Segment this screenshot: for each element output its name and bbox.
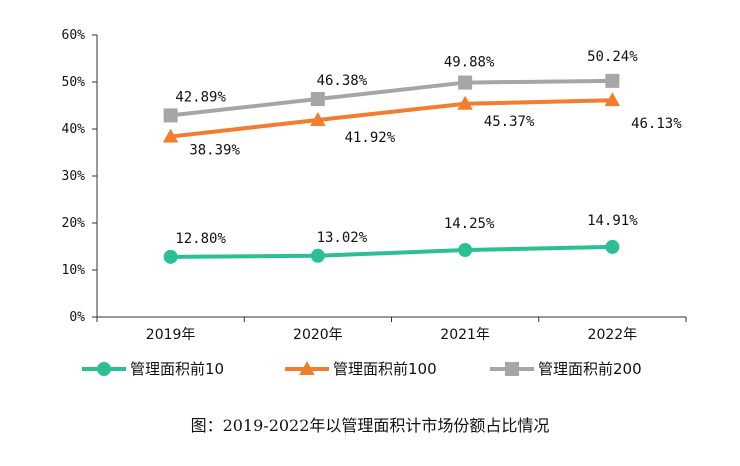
data-label: 12.80%: [175, 231, 226, 247]
y-tick-label: 30%: [62, 169, 86, 184]
legend-label: 管理面积前100: [333, 360, 437, 378]
data-point-series-3: [163, 108, 178, 123]
legend-label: 管理面积前200: [538, 360, 642, 378]
y-tick-label: 20%: [62, 216, 86, 231]
x-tick-label: 2022年: [588, 327, 638, 343]
chart-series: [162, 73, 621, 264]
x-tick-label: 2021年: [440, 327, 490, 343]
y-tick-label: 10%: [62, 263, 86, 278]
data-point-series-2: [310, 111, 326, 126]
data-label: 38.39%: [189, 143, 240, 159]
data-point-series-1: [605, 239, 620, 254]
legend-marker-1: [97, 362, 111, 376]
y-tick-label: 50%: [62, 75, 86, 90]
x-tick-label: 2019年: [146, 327, 196, 343]
data-label: 46.13%: [631, 116, 682, 132]
data-label: 13.02%: [317, 230, 368, 246]
data-label: 41.92%: [345, 130, 396, 146]
series-line-3: [170, 78, 613, 118]
data-point-series-1: [310, 248, 325, 263]
series-line-1: [170, 244, 613, 259]
line-chart: 0% 10% 20% 30% 40% 50% 60% 2019年 2020年 2021年 2022年…: [62, 28, 687, 378]
legend-marker-3: [505, 362, 519, 376]
chart-data-labels: 12.80% 13.02% 14.25% 14.91% 38.39% 41.92% 45.3…: [175, 49, 682, 247]
chart-legend: 管理面积前10 管理面积前100 管理面积前200: [82, 360, 642, 378]
data-label: 42.89%: [175, 89, 226, 105]
data-point-series-1: [163, 249, 178, 264]
data-point-series-2: [604, 92, 621, 107]
data-point-series-3: [458, 75, 473, 90]
figure-caption: 图：2019-2022年以管理面积计市场份额占比情况: [190, 416, 550, 435]
series-line-2: [170, 98, 613, 139]
data-point-series-3: [310, 92, 325, 107]
data-label: 49.88%: [444, 55, 495, 71]
y-tick-label: 40%: [62, 122, 86, 137]
data-label: 46.38%: [317, 73, 368, 89]
legend-label: 管理面积前10: [130, 360, 224, 378]
data-label: 14.91%: [587, 213, 638, 229]
data-point-series-1: [458, 243, 473, 258]
chart-axes: 0% 10% 20% 30% 40% 50% 60% 2019年 2020年 2021年 2022年: [62, 28, 687, 343]
y-tick-label: 0%: [69, 310, 85, 325]
x-tick-label: 2020年: [293, 327, 343, 343]
data-point-series-2: [162, 128, 179, 143]
data-label: 45.37%: [484, 114, 535, 130]
data-label: 50.24%: [587, 49, 638, 65]
legend-marker-2: [299, 361, 315, 375]
data-point-series-3: [605, 73, 620, 88]
y-tick-label: 60%: [62, 28, 86, 43]
data-point-series-2: [457, 95, 473, 110]
data-label: 14.25%: [444, 216, 495, 232]
